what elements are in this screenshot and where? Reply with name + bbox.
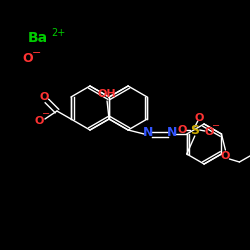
Text: N: N <box>143 126 153 138</box>
Text: −: − <box>42 109 50 119</box>
Text: O: O <box>177 125 186 135</box>
Text: N: N <box>167 126 177 138</box>
Text: −: − <box>32 48 42 58</box>
Text: O: O <box>23 52 33 64</box>
Text: 2+: 2+ <box>51 28 65 38</box>
Text: Ba: Ba <box>28 31 48 45</box>
Text: O: O <box>39 92 49 102</box>
Text: O: O <box>221 151 230 161</box>
Text: −: − <box>212 121 220 131</box>
Text: O: O <box>194 113 203 123</box>
Text: OH: OH <box>98 89 116 99</box>
Text: O: O <box>34 116 44 126</box>
Text: S: S <box>190 124 199 136</box>
Text: O: O <box>204 127 214 137</box>
